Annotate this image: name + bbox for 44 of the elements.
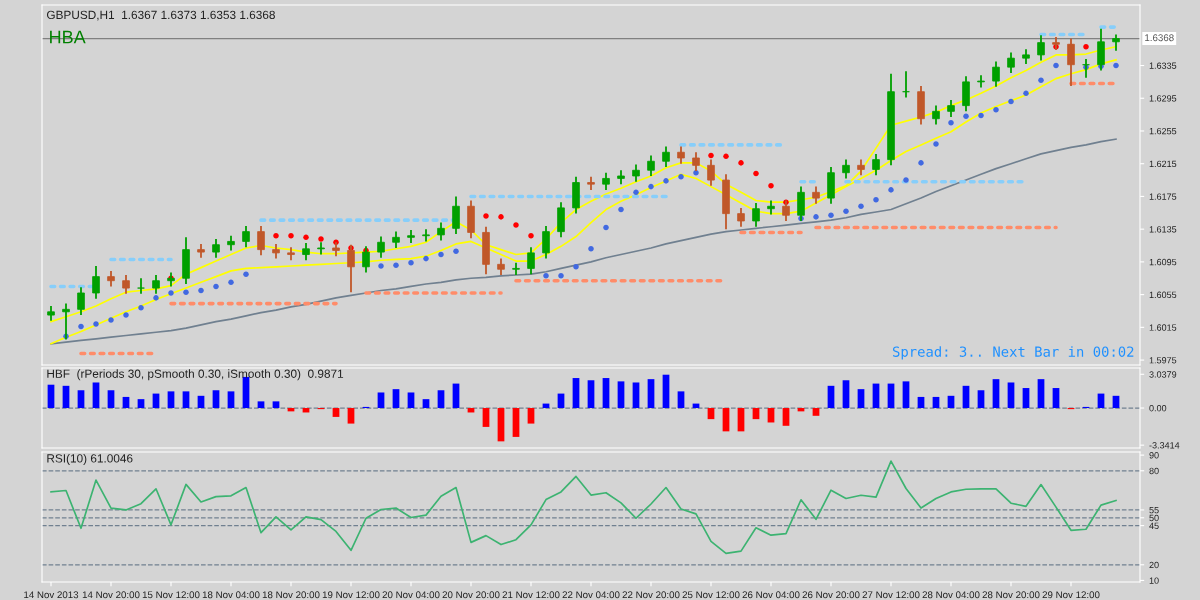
y-tick-label: 45 [1149,522,1159,529]
y-tick-label: 10 [1149,577,1159,584]
y-tick-label: 1.6295 [1149,95,1177,102]
chart-title: HBF (rPeriods 30, pSmooth 0.30, iSmooth 0.30) 0.9871 [47,369,344,381]
y-tick-label: 80 [1149,467,1159,475]
y-tick-label: 50 [1149,514,1159,522]
x-tick-label: 14 Nov 20:00 [82,591,140,599]
y-tick-label: 1.6215 [1149,160,1177,168]
x-tick-label: 28 Nov 20:00 [982,591,1040,599]
y-tick-label: 90 [1149,452,1159,459]
x-tick-label: 21 Nov 12:00 [502,591,560,599]
annotation: Spread: 3.. Next Bar in 00:02 [892,346,1134,360]
y-tick-label: 1.6255 [1149,127,1177,135]
x-tick-label: 26 Nov 20:00 [802,591,860,599]
y-tick-label: 1.6095 [1149,258,1177,266]
x-tick-label: 22 Nov 20:00 [622,591,680,599]
y-tick-label: 3.0379 [1149,371,1177,378]
x-tick-label: 28 Nov 04:00 [922,591,980,599]
y-tick-label: 1.6055 [1149,291,1177,298]
x-tick-label: 18 Nov 04:00 [202,591,260,599]
chart-title: GBPUSD,H1 1.6367 1.6373 1.6353 1.6368 [46,10,275,21]
y-tick-label: 1.6015 [1149,324,1177,331]
annotation: HBA [50,30,86,44]
y-tick-label: 1.6335 [1149,62,1177,69]
y-tick-label: 1.6175 [1149,193,1177,200]
y-tick-label: 1.5975 [1149,357,1177,364]
x-tick-label: 29 Nov 12:00 [1042,591,1100,599]
chart-title: RSI(10) 61.0046 [47,453,133,465]
x-tick-label: 22 Nov 04:00 [562,591,620,599]
x-tick-label: 14 Nov 2013 [24,591,79,599]
y-tick-label: 0.00 [1149,405,1167,412]
x-tick-label: 20 Nov 04:00 [382,591,440,599]
ref-line-label: 1.6368 [1145,34,1174,42]
y-tick-label: -3.3414 [1149,442,1180,449]
x-tick-label: 20 Nov 20:00 [442,591,500,599]
x-tick-label: 25 Nov 12:00 [682,591,740,599]
y-tick-label: 20 [1149,561,1159,569]
x-tick-label: 19 Nov 12:00 [322,591,380,599]
x-tick-label: 15 Nov 12:00 [142,591,200,599]
x-tick-label: 27 Nov 12:00 [862,591,920,599]
x-tick-label: 26 Nov 04:00 [742,591,800,599]
y-tick-label: 55 [1149,507,1159,514]
x-tick-label: 18 Nov 20:00 [262,591,320,599]
y-tick-label: 1.6135 [1149,226,1177,233]
